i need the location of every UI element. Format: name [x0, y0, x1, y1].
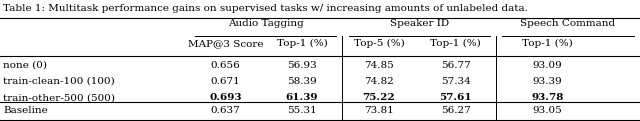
Text: Speaker ID: Speaker ID: [390, 19, 449, 28]
Text: 74.82: 74.82: [364, 77, 394, 86]
Text: Table 1: Multitask performance gains on supervised tasks w/ increasing amounts o: Table 1: Multitask performance gains on …: [3, 4, 528, 13]
Text: 0.693: 0.693: [209, 93, 241, 102]
Text: 0.671: 0.671: [211, 77, 240, 86]
Text: 57.61: 57.61: [440, 93, 472, 102]
Text: 56.27: 56.27: [441, 106, 470, 115]
Text: 58.39: 58.39: [287, 77, 317, 86]
Text: MAP@3 Score: MAP@3 Score: [188, 39, 263, 48]
Text: 55.31: 55.31: [287, 106, 317, 115]
Text: 56.77: 56.77: [441, 60, 470, 69]
Text: Top-1 (%): Top-1 (%): [276, 39, 328, 48]
Text: train-clean-100 (100): train-clean-100 (100): [3, 77, 115, 86]
Text: 57.34: 57.34: [441, 77, 470, 86]
Text: 74.85: 74.85: [364, 60, 394, 69]
Text: 93.05: 93.05: [532, 106, 562, 115]
Text: 75.22: 75.22: [363, 93, 395, 102]
Text: 93.39: 93.39: [532, 77, 562, 86]
Text: Top-1 (%): Top-1 (%): [522, 39, 573, 48]
Text: 56.93: 56.93: [287, 60, 317, 69]
Text: 0.656: 0.656: [211, 60, 240, 69]
Text: none (0): none (0): [3, 60, 47, 69]
Text: train-other-500 (500): train-other-500 (500): [3, 93, 115, 102]
Text: 61.39: 61.39: [286, 93, 318, 102]
Text: 0.637: 0.637: [211, 106, 240, 115]
Text: 93.78: 93.78: [531, 93, 563, 102]
Text: Baseline: Baseline: [3, 106, 48, 115]
Text: Speech Command: Speech Command: [520, 19, 616, 28]
Text: 73.81: 73.81: [364, 106, 394, 115]
Text: Audio Tagging: Audio Tagging: [228, 19, 303, 28]
Text: Top-5 (%): Top-5 (%): [353, 39, 404, 48]
Text: 93.09: 93.09: [532, 60, 562, 69]
Text: Top-1 (%): Top-1 (%): [430, 39, 481, 48]
